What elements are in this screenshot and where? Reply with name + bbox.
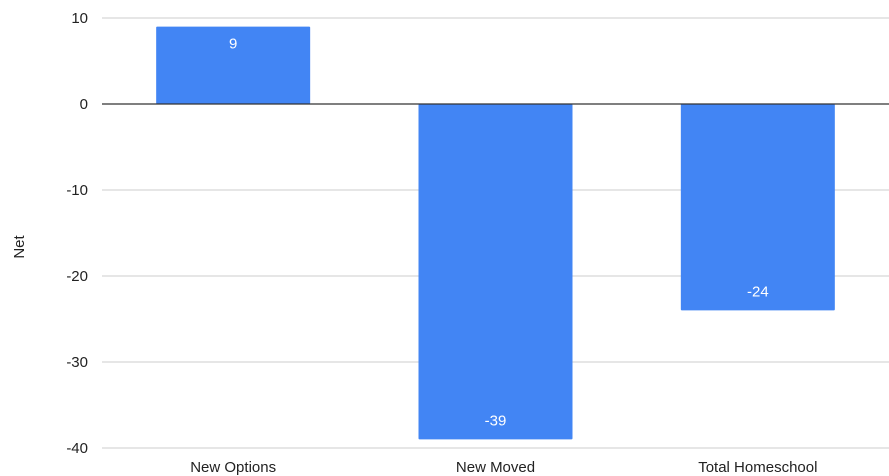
bar [156,26,311,105]
y-tick-label: -20 [66,268,88,285]
x-category-label: New Options [190,459,276,476]
bars [156,26,835,440]
data-label: -39 [485,412,507,429]
y-tick-label: -40 [66,440,88,457]
x-category-label: Total Homeschool [698,459,817,476]
y-axis-title: Net [11,234,28,258]
y-tick-label: -10 [66,182,88,199]
data-label: -24 [747,283,769,300]
bar [418,104,573,440]
bar [680,104,835,311]
y-tick-label: 0 [80,96,88,113]
x-category-label: New Moved [456,459,535,476]
y-tick-label: 10 [71,10,88,27]
labels: 10 0 -10 -20 -30 -40 9 New Options -39 New Moved -… [66,10,817,476]
data-label: 9 [229,36,237,53]
y-tick-label: -30 [66,354,88,371]
